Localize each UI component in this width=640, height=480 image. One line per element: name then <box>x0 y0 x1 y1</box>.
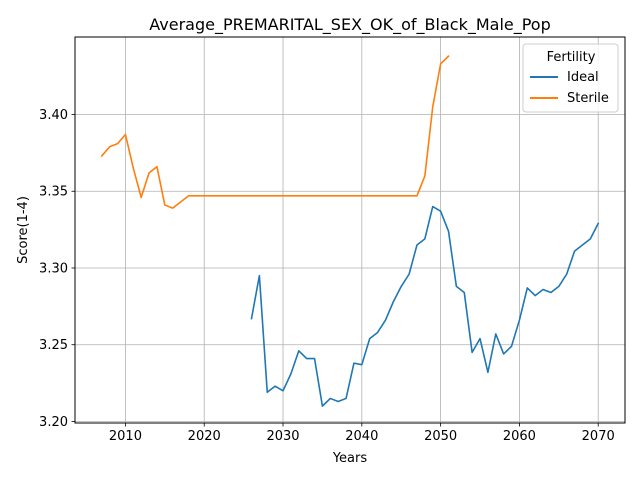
y-tick-label: 3.30 <box>39 261 68 276</box>
x-tick-label: 2010 <box>109 429 142 444</box>
legend: Fertility Ideal Sterile <box>522 43 619 113</box>
x-tick-label: 2060 <box>503 429 536 444</box>
series-layer <box>100 55 600 407</box>
x-tick-label: 2030 <box>266 429 299 444</box>
x-tick-label: 2070 <box>582 429 615 444</box>
y-axis: 3.20 3.25 3.30 3.35 3.40 <box>39 108 75 430</box>
legend-label-sterile: Sterile <box>567 91 609 106</box>
series-line-ideal <box>250 205 600 407</box>
x-axis: 2010 2020 2030 2040 2050 2060 2070 <box>109 423 615 444</box>
x-tick-label: 2040 <box>345 429 378 444</box>
y-axis-label: Score(1-4) <box>16 196 31 264</box>
y-tick-label: 3.35 <box>39 185 68 200</box>
legend-box <box>522 43 619 113</box>
series-line-sterile <box>100 55 450 209</box>
legend-title: Fertility <box>547 50 596 65</box>
plot-frame <box>74 36 626 424</box>
y-tick-label: 3.25 <box>39 338 68 353</box>
y-tick-label: 3.20 <box>39 415 68 430</box>
legend-label-ideal: Ideal <box>567 70 599 85</box>
gridlines <box>75 37 625 423</box>
x-tick-label: 2020 <box>188 429 221 444</box>
x-tick-label: 2050 <box>424 429 457 444</box>
y-tick-label: 3.40 <box>39 108 68 123</box>
x-axis-label: Years <box>332 451 368 466</box>
chart-title: Average_PREMARITAL_SEX_OK_of_Black_Male_… <box>149 15 551 35</box>
